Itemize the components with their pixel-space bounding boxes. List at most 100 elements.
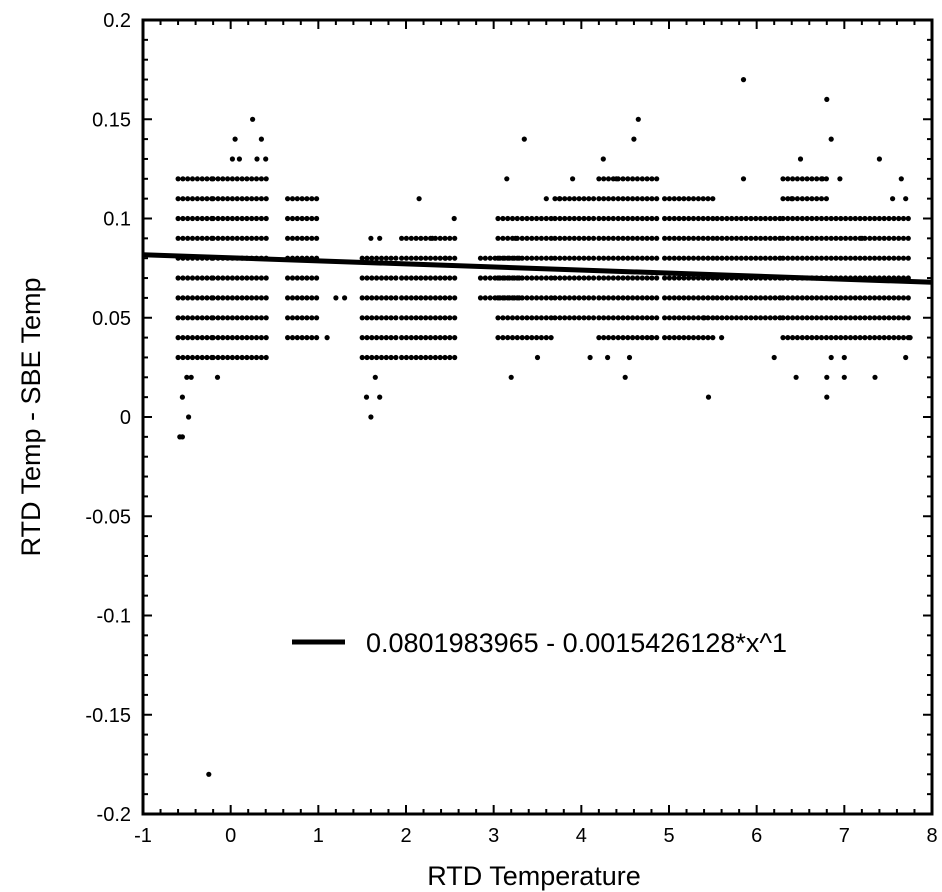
data-point [543, 255, 549, 261]
data-point [194, 196, 200, 202]
data-point [700, 235, 706, 241]
data-point [418, 255, 424, 261]
data-point [804, 235, 810, 241]
data-point [649, 235, 655, 241]
data-point [184, 374, 190, 380]
data-point [442, 275, 448, 281]
data-point [671, 295, 677, 301]
data-point [418, 235, 424, 241]
data-point [359, 335, 365, 341]
data-point [649, 255, 655, 261]
data-point [867, 235, 873, 241]
data-point [748, 295, 754, 301]
data-point [304, 295, 310, 301]
data-point [524, 215, 530, 222]
data-point [596, 215, 602, 222]
data-point [189, 196, 196, 202]
data-point [710, 215, 716, 222]
data-point [388, 255, 394, 261]
data-point [743, 315, 749, 321]
data-point [314, 215, 320, 222]
data-point [239, 196, 245, 202]
data-point [622, 374, 628, 380]
y-tick-label: -0.2 [97, 804, 131, 826]
data-point [681, 235, 687, 241]
data-point [644, 295, 650, 301]
data-point [372, 374, 378, 380]
data-point [843, 215, 849, 222]
data-point [671, 315, 677, 321]
data-point [905, 295, 911, 301]
data-point [378, 315, 385, 321]
data-point [452, 295, 458, 301]
data-point [610, 235, 616, 241]
data-point [368, 235, 374, 241]
data-point [785, 196, 791, 202]
data-point [249, 176, 255, 182]
data-point [244, 315, 250, 321]
data-point [399, 335, 405, 341]
data-point [548, 235, 554, 241]
data-point [427, 354, 434, 361]
data-point [418, 275, 424, 281]
data-point [314, 295, 320, 301]
data-point [701, 315, 707, 321]
data-point [418, 295, 424, 301]
data-point [671, 215, 677, 222]
data-point [886, 295, 892, 301]
data-point [562, 295, 568, 301]
data-point [186, 414, 192, 420]
data-point [566, 196, 573, 202]
data-point [733, 315, 740, 321]
data-point [615, 335, 621, 341]
data-point [610, 295, 616, 301]
data-point [780, 315, 786, 321]
data-point [309, 196, 315, 202]
data-point [204, 235, 210, 241]
data-point [383, 275, 389, 281]
data-point [900, 335, 907, 341]
data-point [838, 295, 844, 301]
data-point [369, 315, 375, 321]
data-point [342, 295, 348, 301]
data-point [185, 354, 191, 361]
data-point [314, 315, 320, 321]
data-point [605, 176, 612, 182]
data-point [814, 215, 820, 222]
data-point [639, 176, 645, 182]
data-point [794, 196, 801, 202]
data-point [748, 255, 754, 261]
data-point [220, 196, 226, 202]
data-point [828, 315, 834, 321]
data-point [519, 315, 525, 321]
data-point [789, 196, 795, 202]
data-point [872, 215, 878, 222]
data-point [514, 295, 520, 301]
data-point [857, 295, 863, 301]
data-point [495, 235, 501, 241]
data-point [867, 215, 873, 222]
data-point [620, 275, 626, 281]
data-point [654, 315, 660, 321]
data-point [686, 295, 692, 301]
data-point [767, 315, 773, 321]
data-point [408, 235, 414, 241]
data-point [399, 295, 405, 301]
data-point [258, 315, 264, 321]
data-point [785, 235, 791, 241]
data-point [872, 374, 878, 380]
data-point [215, 176, 221, 182]
data-point [630, 315, 636, 321]
data-point [442, 335, 448, 341]
y-tick-label: 0.2 [103, 10, 131, 32]
data-point [738, 215, 744, 222]
data-point [843, 235, 849, 241]
data-point [180, 196, 186, 202]
data-point [666, 235, 673, 241]
data-point [767, 295, 773, 301]
data-point [625, 255, 631, 261]
data-point [780, 196, 786, 202]
data-point [562, 275, 568, 281]
data-point [534, 275, 540, 281]
data-point [505, 235, 511, 241]
